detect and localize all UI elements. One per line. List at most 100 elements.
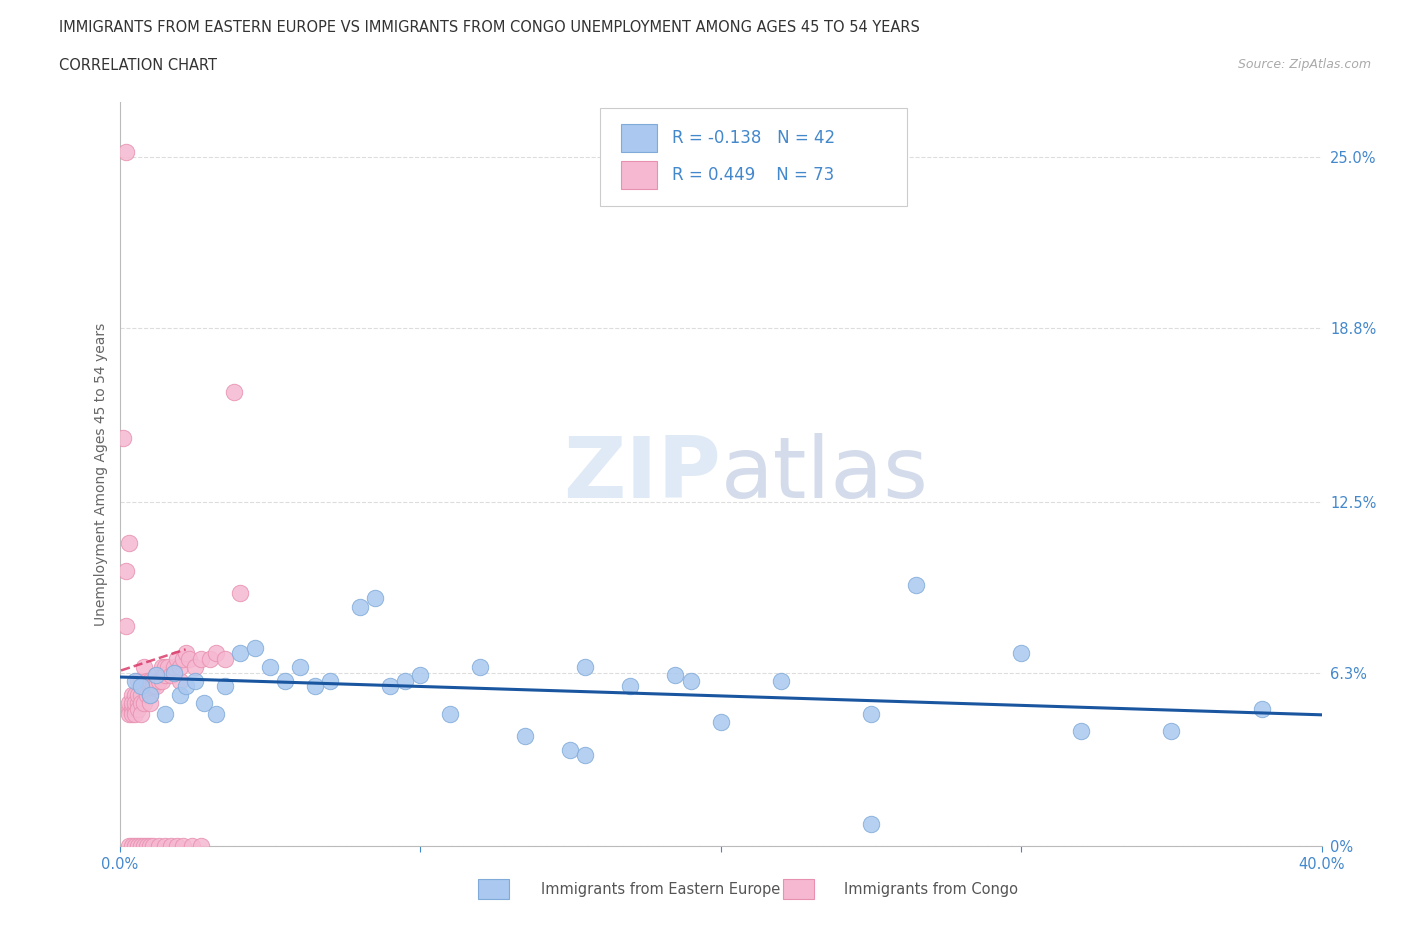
Point xyxy=(124,707,146,722)
Point xyxy=(904,578,927,592)
Point xyxy=(439,707,461,722)
Point xyxy=(190,839,212,854)
Point xyxy=(127,696,149,711)
Point xyxy=(515,728,537,743)
Point xyxy=(127,701,149,716)
Point xyxy=(1160,724,1182,738)
Point xyxy=(172,839,194,854)
Point xyxy=(121,839,143,854)
Text: atlas: atlas xyxy=(720,432,928,516)
Point xyxy=(243,641,266,656)
Point xyxy=(150,659,173,674)
Point xyxy=(132,679,155,694)
Point xyxy=(169,659,191,674)
Bar xyxy=(621,124,657,153)
Point xyxy=(166,839,188,854)
Point xyxy=(114,144,136,159)
Point xyxy=(124,839,146,854)
Point xyxy=(138,839,160,854)
Point xyxy=(304,679,326,694)
Point xyxy=(1250,701,1272,716)
Point xyxy=(156,659,179,674)
Point xyxy=(124,687,146,702)
Point xyxy=(153,839,176,854)
Point xyxy=(198,652,221,667)
Point xyxy=(127,687,149,702)
Point xyxy=(142,673,165,688)
Point xyxy=(138,687,160,702)
Point xyxy=(169,673,191,688)
Point xyxy=(859,817,882,831)
Point xyxy=(117,707,139,722)
Point xyxy=(679,673,702,688)
Point xyxy=(169,687,191,702)
Point xyxy=(129,839,152,854)
Point xyxy=(183,659,205,674)
Text: R = -0.138   N = 42: R = -0.138 N = 42 xyxy=(672,129,835,147)
Text: IMMIGRANTS FROM EASTERN EUROPE VS IMMIGRANTS FROM CONGO UNEMPLOYMENT AMONG AGES : IMMIGRANTS FROM EASTERN EUROPE VS IMMIGR… xyxy=(59,20,920,35)
Point xyxy=(142,679,165,694)
Point xyxy=(121,687,143,702)
Point xyxy=(121,696,143,711)
Point xyxy=(204,707,226,722)
Point xyxy=(135,687,157,702)
Point xyxy=(127,839,149,854)
Point xyxy=(145,679,167,694)
Point xyxy=(364,591,387,605)
Point xyxy=(132,839,155,854)
Point xyxy=(121,701,143,716)
Point xyxy=(1070,724,1092,738)
Point xyxy=(138,696,160,711)
Point xyxy=(394,673,416,688)
Point xyxy=(135,673,157,688)
Point xyxy=(349,599,371,614)
Point xyxy=(153,668,176,683)
Point xyxy=(288,659,311,674)
Point xyxy=(148,673,170,688)
Point xyxy=(129,673,152,688)
Point xyxy=(159,839,181,854)
Point xyxy=(183,673,205,688)
Point xyxy=(619,679,641,694)
Point xyxy=(214,652,236,667)
Text: Immigrants from Eastern Europe: Immigrants from Eastern Europe xyxy=(541,882,780,897)
Point xyxy=(709,715,731,730)
Point xyxy=(132,659,155,674)
Point xyxy=(148,839,170,854)
Point xyxy=(135,839,157,854)
Point xyxy=(127,673,149,688)
Point xyxy=(259,659,281,674)
Point xyxy=(117,839,139,854)
Point xyxy=(124,701,146,716)
Point xyxy=(162,659,184,674)
Point xyxy=(117,696,139,711)
Point xyxy=(111,431,134,445)
FancyBboxPatch shape xyxy=(600,108,907,206)
Point xyxy=(177,652,200,667)
Bar xyxy=(621,161,657,190)
Point xyxy=(153,659,176,674)
Point xyxy=(159,668,181,683)
Point xyxy=(468,659,492,674)
Point xyxy=(664,668,686,683)
Text: CORRELATION CHART: CORRELATION CHART xyxy=(59,58,217,73)
Point xyxy=(117,536,139,551)
Y-axis label: Unemployment Among Ages 45 to 54 years: Unemployment Among Ages 45 to 54 years xyxy=(94,323,108,626)
Point xyxy=(859,707,882,722)
Text: R = 0.449    N = 73: R = 0.449 N = 73 xyxy=(672,166,835,184)
Point xyxy=(174,679,197,694)
Point xyxy=(129,687,152,702)
Point xyxy=(190,652,212,667)
Text: Source: ZipAtlas.com: Source: ZipAtlas.com xyxy=(1237,58,1371,71)
Point xyxy=(145,668,167,683)
Point xyxy=(378,679,401,694)
Point xyxy=(574,748,596,763)
Point xyxy=(117,701,139,716)
Point xyxy=(574,659,596,674)
Point xyxy=(150,673,173,688)
Point xyxy=(319,673,342,688)
Point xyxy=(114,564,136,578)
Point xyxy=(145,668,167,683)
Point xyxy=(560,742,582,757)
Text: Immigrants from Congo: Immigrants from Congo xyxy=(844,882,1018,897)
